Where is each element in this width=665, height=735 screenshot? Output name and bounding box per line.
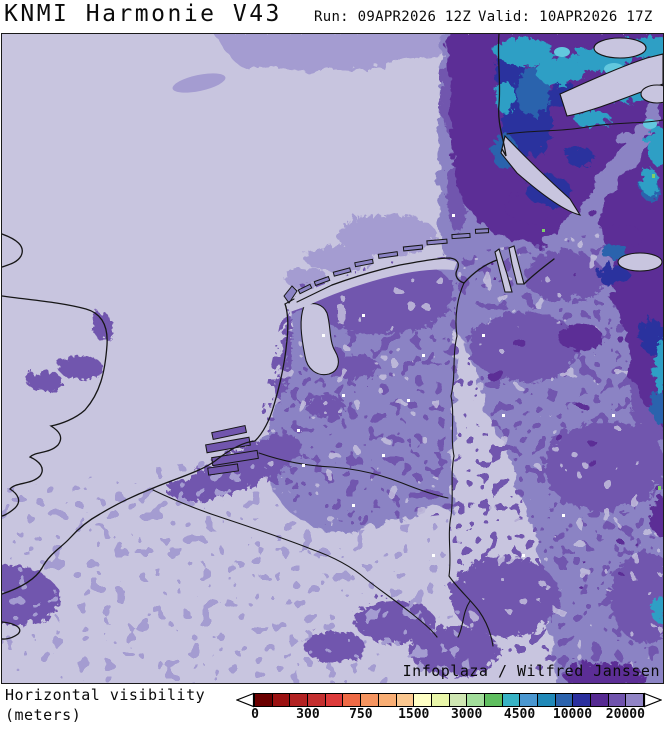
colorbar-cell — [361, 694, 379, 706]
border-denmark-germany — [506, 119, 663, 135]
coast-uk-east-anglia — [2, 295, 108, 517]
map-canvas — [2, 34, 663, 683]
colorbar-tick: 1500 — [398, 707, 430, 722]
legend-label-line1: Horizontal visibility — [5, 686, 206, 704]
colorbar-cell — [591, 694, 609, 706]
colorbar-cell — [272, 694, 291, 706]
colorbar-tick: 10000 — [552, 707, 593, 722]
colorbar-right-arrow — [644, 692, 662, 708]
colorbar-tick: 3000 — [450, 707, 483, 722]
coast-uk-north — [2, 233, 23, 268]
zeeland-islands — [205, 424, 259, 476]
colorbar-cell — [325, 694, 344, 706]
colorbar-cell — [308, 694, 326, 706]
colorbar-tick: 300 — [296, 707, 320, 722]
visibility-map: Infoplaza / Wilfred Janssen — [1, 33, 664, 684]
colorbar-tick: 4500 — [503, 707, 536, 722]
colorbar-tick: 0 — [251, 707, 259, 722]
attribution: Infoplaza / Wilfred Janssen — [402, 662, 660, 680]
colorbar-cell — [626, 694, 644, 706]
elbe-estuary — [500, 134, 582, 216]
colorbar-cell — [573, 694, 592, 706]
colorbar-tick: 20000 — [605, 707, 645, 722]
danish-island — [593, 37, 647, 59]
colorbar-cell — [343, 694, 362, 706]
colorbar-left-arrow — [236, 692, 254, 708]
page-title: KNMI Harmonie V43 — [4, 1, 282, 27]
model-run-label: Run: 09APR2026 12Z — [314, 9, 472, 25]
colorbar-cell — [290, 694, 309, 706]
colorbar-cell — [467, 694, 485, 706]
colorbar-cell — [608, 694, 627, 706]
baltic-coast-water — [559, 53, 663, 117]
colorbar-cells — [254, 693, 644, 707]
colorbar-cell — [396, 694, 415, 706]
colorbar-cell — [502, 694, 521, 706]
colorbar-cell — [378, 694, 397, 706]
colorbar-tick: 750 — [349, 707, 373, 722]
colorbar-cell — [431, 694, 450, 706]
colorbar-cell — [255, 694, 273, 706]
danish-island — [640, 84, 663, 104]
valid-time-label: Valid: 10APR2026 17Z — [478, 9, 653, 25]
colorbar-cell — [449, 694, 468, 706]
coast-france-belgium — [2, 440, 256, 595]
coast-somme — [2, 621, 21, 640]
border-fr-be — [152, 489, 438, 638]
coast-denmark-west — [497, 34, 507, 157]
colorbar-cell — [520, 694, 538, 706]
colorbar-cell — [484, 694, 503, 706]
colorbar-cell — [538, 694, 556, 706]
colorbar-cell — [555, 694, 574, 706]
colorbar: 0 300 750 1500 3000 4500 10000 20000 — [236, 692, 664, 728]
legend-label-line2: (meters) — [5, 706, 82, 724]
colorbar-cell — [414, 694, 432, 706]
